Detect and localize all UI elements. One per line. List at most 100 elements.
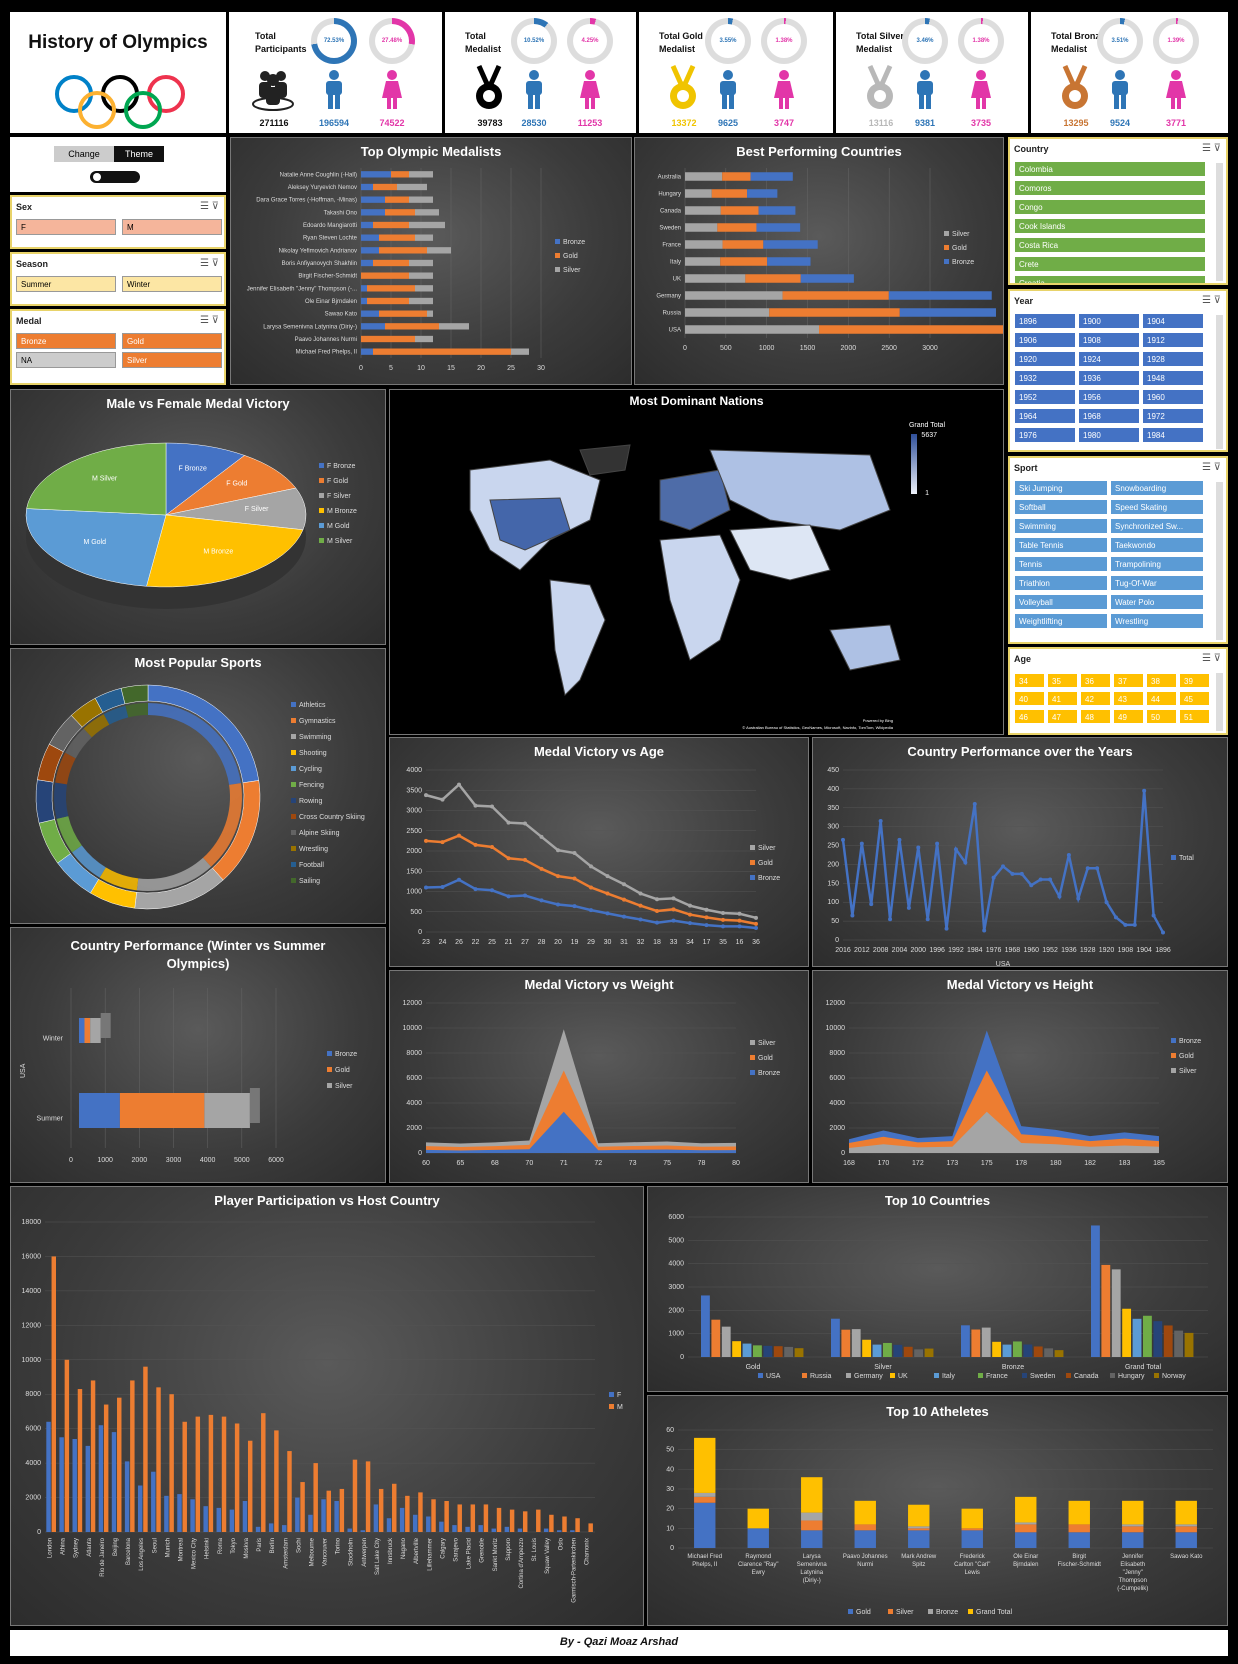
- year-option[interactable]: 1960: [1142, 389, 1204, 405]
- year-option[interactable]: 1908: [1078, 332, 1140, 348]
- sport-option[interactable]: Snowboarding: [1110, 480, 1204, 496]
- medal-option[interactable]: Bronze: [16, 333, 116, 349]
- year-option[interactable]: 1932: [1014, 370, 1076, 386]
- legend-label: Gymnastics: [299, 718, 336, 725]
- tick-label: 1984: [967, 947, 983, 954]
- age-option[interactable]: 47: [1047, 709, 1078, 724]
- age-option[interactable]: 51: [1179, 709, 1210, 724]
- year-option[interactable]: 1968: [1078, 408, 1140, 424]
- year-option[interactable]: 1956: [1078, 389, 1140, 405]
- age-option[interactable]: 42: [1080, 691, 1111, 706]
- theme-toggle-switch[interactable]: [90, 171, 140, 183]
- country-option[interactable]: Croatia: [1014, 275, 1206, 283]
- year-option[interactable]: 1972: [1142, 408, 1204, 424]
- year-option[interactable]: 1912: [1142, 332, 1204, 348]
- year-option[interactable]: 1948: [1142, 370, 1204, 386]
- year-option[interactable]: 1952: [1014, 389, 1076, 405]
- year-option[interactable]: 1920: [1014, 351, 1076, 367]
- age-option[interactable]: 45: [1179, 691, 1210, 706]
- sport-option[interactable]: Synchronized Sw...: [1110, 518, 1204, 534]
- legend-swatch: [291, 846, 296, 851]
- year-option[interactable]: 1900: [1078, 313, 1140, 329]
- tick-label: 10000: [403, 1025, 423, 1032]
- age-option[interactable]: 37: [1113, 673, 1144, 688]
- scrollbar[interactable]: [1216, 163, 1223, 281]
- kpi-card: Total Participants 271116 72.53% 27.48% 1…: [229, 12, 442, 133]
- sport-option[interactable]: Wrestling: [1110, 613, 1204, 629]
- age-option[interactable]: 46: [1014, 709, 1045, 724]
- year-option[interactable]: 1904: [1142, 313, 1204, 329]
- season-option[interactable]: Winter: [122, 276, 222, 292]
- sport-option[interactable]: Trampolining: [1110, 556, 1204, 572]
- age-option[interactable]: 36: [1080, 673, 1111, 688]
- sport-option[interactable]: Swimming: [1014, 518, 1108, 534]
- category-label: Italy: [670, 260, 681, 266]
- tick-label: 178: [1015, 1160, 1027, 1167]
- male-ratio-ring: 3.51%: [1097, 18, 1143, 64]
- bar: [247, 1440, 253, 1532]
- sport-option[interactable]: Tennis: [1014, 556, 1108, 572]
- year-option[interactable]: 1936: [1078, 370, 1140, 386]
- sport-option[interactable]: Volleyball: [1014, 594, 1108, 610]
- year-option[interactable]: 1928: [1142, 351, 1204, 367]
- sport-option[interactable]: Speed Skating: [1110, 499, 1204, 515]
- age-option[interactable]: 43: [1113, 691, 1144, 706]
- age-option[interactable]: 39: [1179, 673, 1210, 688]
- filter-clear-icon[interactable]: ☰ ⊽: [199, 315, 219, 326]
- bar: [268, 1523, 274, 1532]
- female-count: 3771: [1165, 118, 1187, 128]
- category-label: Salt Lake City: [375, 1538, 381, 1575]
- year-option[interactable]: 1964: [1014, 408, 1076, 424]
- year-option[interactable]: 1896: [1014, 313, 1076, 329]
- sport-option[interactable]: Softball: [1014, 499, 1108, 515]
- age-option[interactable]: 41: [1047, 691, 1078, 706]
- filter-clear-icon[interactable]: ☰ ⊽: [1201, 462, 1221, 473]
- year-option[interactable]: 1906: [1014, 332, 1076, 348]
- sport-option[interactable]: Weightlifting: [1014, 613, 1108, 629]
- season-option[interactable]: Summer: [16, 276, 116, 292]
- filter-clear-icon[interactable]: ☰ ⊽: [199, 258, 219, 269]
- sport-option[interactable]: Table Tennis: [1014, 537, 1108, 553]
- world-map[interactable]: [430, 430, 930, 730]
- age-option[interactable]: 48: [1080, 709, 1111, 724]
- medal-option[interactable]: Silver: [122, 352, 222, 368]
- sport-option[interactable]: Triathlon: [1014, 575, 1108, 591]
- year-option[interactable]: 1976: [1014, 427, 1076, 443]
- scrollbar[interactable]: [1216, 482, 1223, 640]
- filter-clear-icon[interactable]: ☰ ⊽: [1201, 295, 1221, 306]
- year-option[interactable]: 1924: [1078, 351, 1140, 367]
- filter-clear-icon[interactable]: ☰ ⊽: [1201, 653, 1221, 664]
- country-option[interactable]: Costa Rica: [1014, 237, 1206, 253]
- sport-option[interactable]: Taekwondo: [1110, 537, 1204, 553]
- age-option[interactable]: 34: [1014, 673, 1045, 688]
- male-ratio-ring: 10.52%: [511, 18, 557, 64]
- sport-option[interactable]: Water Polo: [1110, 594, 1204, 610]
- category-label: UK: [673, 277, 681, 283]
- year-option[interactable]: 1984: [1142, 427, 1204, 443]
- age-option[interactable]: 38: [1146, 673, 1177, 688]
- filter-clear-icon[interactable]: ☰ ⊽: [1201, 143, 1221, 154]
- country-option[interactable]: Congo: [1014, 199, 1206, 215]
- age-option[interactable]: 49: [1113, 709, 1144, 724]
- medal-option[interactable]: NA: [16, 352, 116, 368]
- scrollbar[interactable]: [1216, 673, 1223, 731]
- sex-option[interactable]: F: [16, 219, 116, 235]
- bar: [79, 1093, 120, 1128]
- country-option[interactable]: Crete: [1014, 256, 1206, 272]
- sport-option[interactable]: Ski Jumping: [1014, 480, 1108, 496]
- age-option[interactable]: 40: [1014, 691, 1045, 706]
- data-point: [605, 891, 610, 896]
- age-option[interactable]: 44: [1146, 691, 1177, 706]
- medal-option[interactable]: Gold: [122, 333, 222, 349]
- sport-option[interactable]: Tug-Of-War: [1110, 575, 1204, 591]
- filter-clear-icon[interactable]: ☰ ⊽: [199, 201, 219, 212]
- sex-option[interactable]: M: [122, 219, 222, 235]
- bar: [373, 183, 397, 191]
- age-option[interactable]: 35: [1047, 673, 1078, 688]
- country-option[interactable]: Cook Islands: [1014, 218, 1206, 234]
- age-option[interactable]: 50: [1146, 709, 1177, 724]
- scrollbar[interactable]: [1216, 315, 1223, 449]
- country-option[interactable]: Colombia: [1014, 161, 1206, 177]
- country-option[interactable]: Comoros: [1014, 180, 1206, 196]
- year-option[interactable]: 1980: [1078, 427, 1140, 443]
